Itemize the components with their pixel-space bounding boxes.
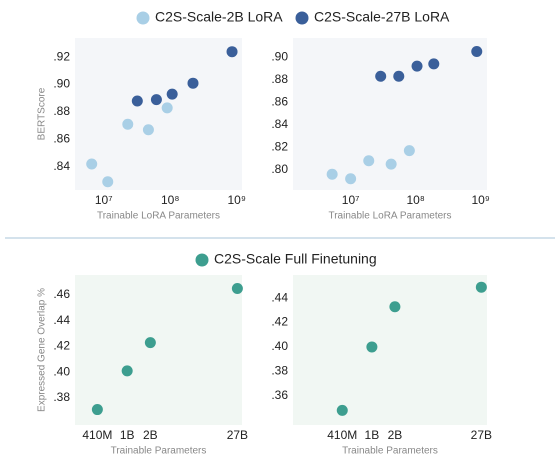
y-tick-label: .86 <box>53 132 70 146</box>
point <box>366 341 378 353</box>
point <box>326 168 338 180</box>
y-tick-label: .44 <box>53 313 70 327</box>
point <box>403 145 415 157</box>
point <box>226 46 238 58</box>
point <box>428 58 440 70</box>
y-tick-label: .84 <box>271 117 288 131</box>
plot-area <box>293 275 487 425</box>
point <box>363 155 375 167</box>
y-tick-label: .44 <box>271 290 288 304</box>
y-axis-label: Expressed Gene Overlap % <box>37 288 48 412</box>
y-tick-label: .90 <box>53 77 70 91</box>
point <box>345 173 357 185</box>
y-tick-label: .90 <box>271 49 288 63</box>
point <box>389 301 401 313</box>
point <box>150 94 162 106</box>
y-tick-label: .82 <box>271 139 288 153</box>
point <box>375 70 387 82</box>
point <box>231 283 243 295</box>
y-tick-label: .92 <box>53 49 70 63</box>
point <box>411 60 423 72</box>
point <box>102 176 114 188</box>
point <box>187 77 199 89</box>
legend-marker <box>195 253 209 267</box>
x-tick-label: 27B <box>227 428 248 442</box>
y-tick-label: .46 <box>53 287 70 301</box>
y-tick-label: .36 <box>271 388 288 402</box>
point <box>393 70 405 82</box>
x-axis-label: Trainable Parameters <box>342 446 438 457</box>
y-tick-label: .40 <box>271 339 288 353</box>
point <box>471 46 483 58</box>
x-tick-label: 10⁹ <box>471 193 490 207</box>
point <box>144 337 156 349</box>
y-tick-label: .80 <box>271 162 288 176</box>
x-tick-label: 10⁸ <box>406 193 424 207</box>
point <box>385 158 397 170</box>
legend-marker <box>136 11 150 25</box>
x-axis-label: Trainable Parameters <box>111 446 207 457</box>
y-tick-label: .38 <box>271 364 288 378</box>
y-tick-label: .88 <box>271 72 288 86</box>
y-tick-label: .42 <box>53 339 70 353</box>
x-tick-label: 410M <box>327 428 357 442</box>
x-tick-label: 10⁷ <box>95 193 113 207</box>
plot-area <box>75 275 242 425</box>
y-tick-label: .86 <box>271 94 288 108</box>
point <box>86 158 98 170</box>
x-axis-label: Trainable LoRA Parameters <box>328 211 451 222</box>
y-tick-label: .84 <box>53 159 70 173</box>
plot-area <box>75 38 242 190</box>
x-tick-label: 10⁷ <box>342 193 360 207</box>
x-tick-label: 27B <box>471 428 492 442</box>
point <box>121 365 133 377</box>
x-tick-label: 410M <box>82 428 112 442</box>
x-tick-label: 1B <box>365 428 380 442</box>
legend-label: C2S-Scale Full Finetuning <box>214 251 377 267</box>
y-axis-label: BERTScore <box>37 87 48 140</box>
x-tick-label: 10⁸ <box>161 193 179 207</box>
x-tick-label: 1B <box>120 428 135 442</box>
point <box>142 124 154 136</box>
x-axis-label: Trainable LoRA Parameters <box>97 211 220 222</box>
y-tick-label: .42 <box>271 315 288 329</box>
point <box>131 95 143 107</box>
point <box>122 118 134 130</box>
legend-marker <box>295 11 309 25</box>
point <box>166 88 178 100</box>
y-tick-label: .40 <box>53 364 70 378</box>
legend-label: C2S-Scale-2B LoRA <box>155 9 283 25</box>
x-tick-label: 2B <box>388 428 403 442</box>
legend-label: C2S-Scale-27B LoRA <box>314 9 450 25</box>
x-tick-label: 2B <box>143 428 158 442</box>
point <box>336 404 348 416</box>
point <box>91 404 103 416</box>
point <box>161 102 173 114</box>
x-tick-label: 10⁹ <box>227 193 246 207</box>
y-tick-label: .38 <box>53 390 70 404</box>
y-tick-label: .88 <box>53 104 70 118</box>
point <box>475 281 487 293</box>
